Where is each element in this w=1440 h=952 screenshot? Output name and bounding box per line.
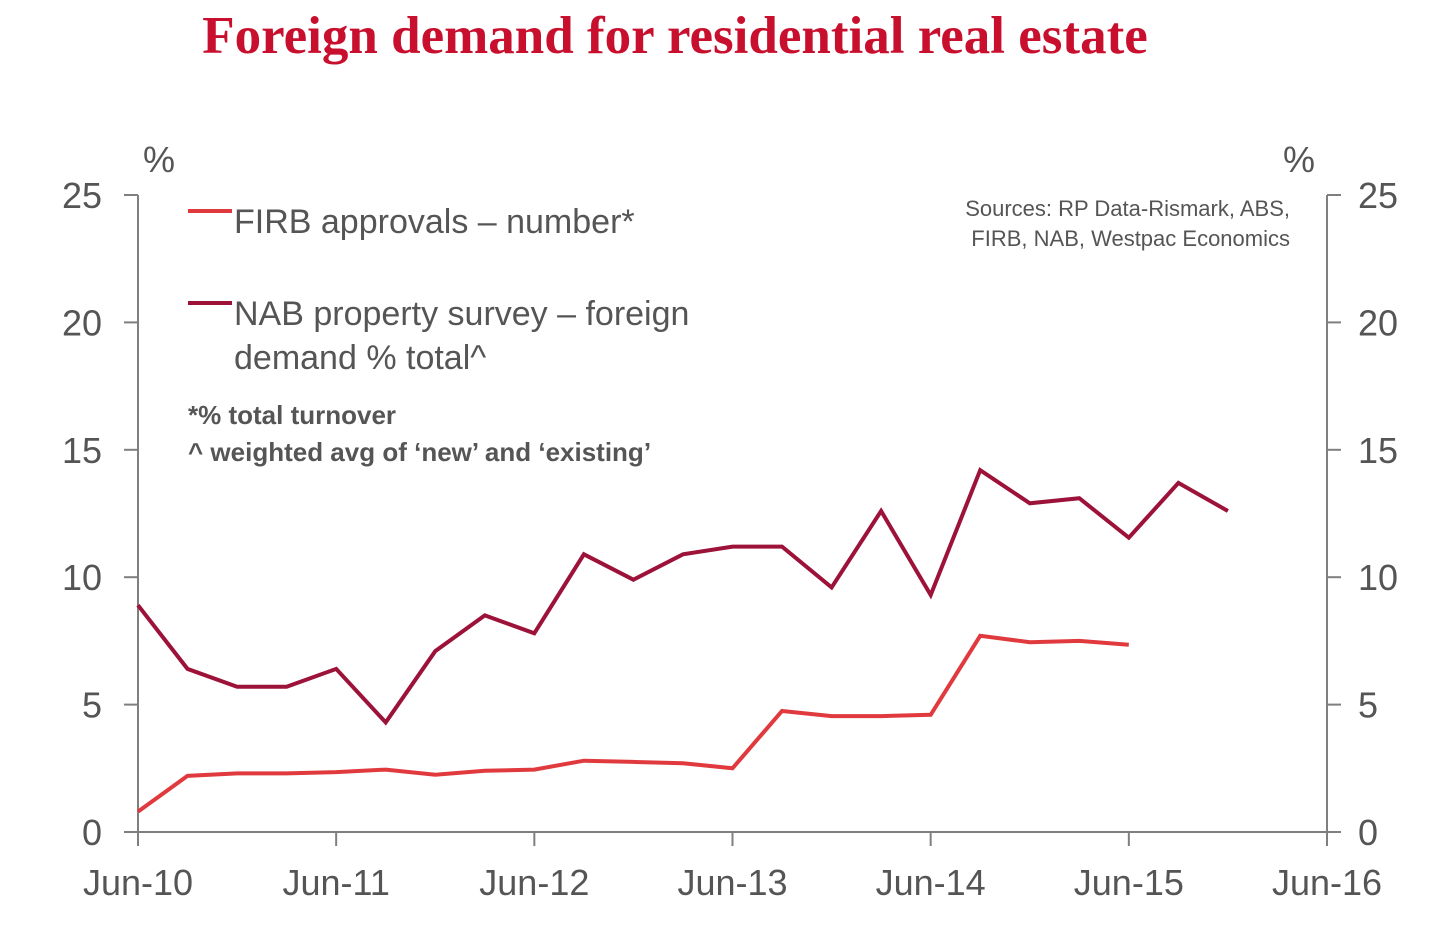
y-tick-label-left: 15 [62, 430, 102, 471]
sources-note: Sources: RP Data-Rismark, ABS, [965, 196, 1290, 221]
annotations: Sources: RP Data-Rismark, ABS, FIRB, NAB,… [188, 196, 1290, 467]
series-line-1 [136, 467, 1229, 726]
y-tick-label-left: 5 [82, 685, 102, 726]
y-tick-label-right: 20 [1358, 302, 1398, 343]
x-tick-label: Jun-15 [1074, 862, 1184, 903]
y-tick-label-right: 10 [1358, 557, 1398, 598]
footnote: *% total turnover [188, 400, 396, 430]
x-tick-label: Jun-16 [1272, 862, 1382, 903]
x-tick-label: Jun-14 [876, 862, 986, 903]
footnote: ^ weighted avg of ‘new’ and ‘existing’ [188, 437, 651, 467]
y-tick-label-left: 20 [62, 302, 102, 343]
y-tick-label-left: 10 [62, 557, 102, 598]
y-tick-label-left: 25 [62, 175, 102, 216]
y-tick-label-right: 25 [1358, 175, 1398, 216]
sources-note: FIRB, NAB, Westpac Economics [971, 226, 1290, 251]
y-unit-right: % [1283, 139, 1315, 180]
x-tick-label: Jun-13 [677, 862, 787, 903]
x-tick-label: Jun-11 [282, 862, 389, 903]
y-tick-label-right: 15 [1358, 430, 1398, 471]
legend-label: NAB property survey – foreign [234, 295, 689, 333]
y-unit-left: % [143, 139, 175, 180]
chart-title: Foreign demand for residential real esta… [202, 7, 1148, 65]
x-tick-label: Jun-12 [479, 862, 589, 903]
axes: 0 0 5 5 10 10 15 15 20 20 25 25% % Jun-10 Jun-11 Jun-12… [62, 139, 1398, 903]
y-tick-label-right: 5 [1358, 685, 1378, 726]
y-tick-label-left: 0 [82, 812, 102, 853]
series-line-0 [136, 633, 1129, 814]
legend-label: demand % total^ [234, 339, 486, 377]
x-tick-label: Jun-10 [83, 862, 193, 903]
series-layer [136, 467, 1229, 814]
y-tick-label-right: 0 [1358, 812, 1378, 853]
legend-label: FIRB approvals – number* [234, 203, 635, 241]
